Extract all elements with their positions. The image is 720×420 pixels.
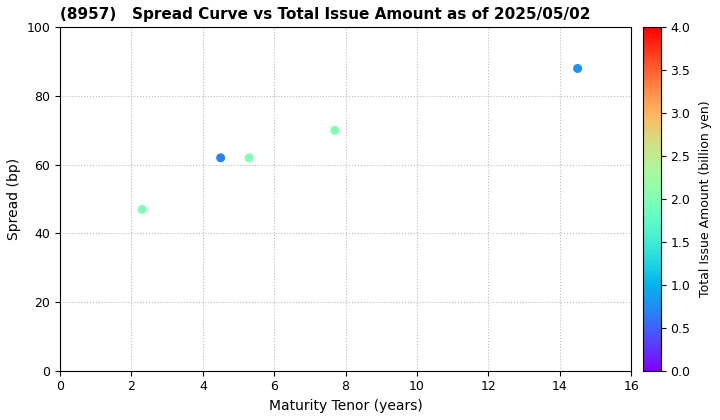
Point xyxy=(243,155,255,161)
Y-axis label: Total Issue Amount (billion yen): Total Issue Amount (billion yen) xyxy=(698,101,711,297)
Point xyxy=(572,65,583,72)
Y-axis label: Spread (bp): Spread (bp) xyxy=(7,158,21,240)
Point xyxy=(215,155,227,161)
Point xyxy=(329,127,341,134)
X-axis label: Maturity Tenor (years): Maturity Tenor (years) xyxy=(269,399,423,413)
Point xyxy=(136,206,148,213)
Text: (8957)   Spread Curve vs Total Issue Amount as of 2025/05/02: (8957) Spread Curve vs Total Issue Amoun… xyxy=(60,7,590,22)
